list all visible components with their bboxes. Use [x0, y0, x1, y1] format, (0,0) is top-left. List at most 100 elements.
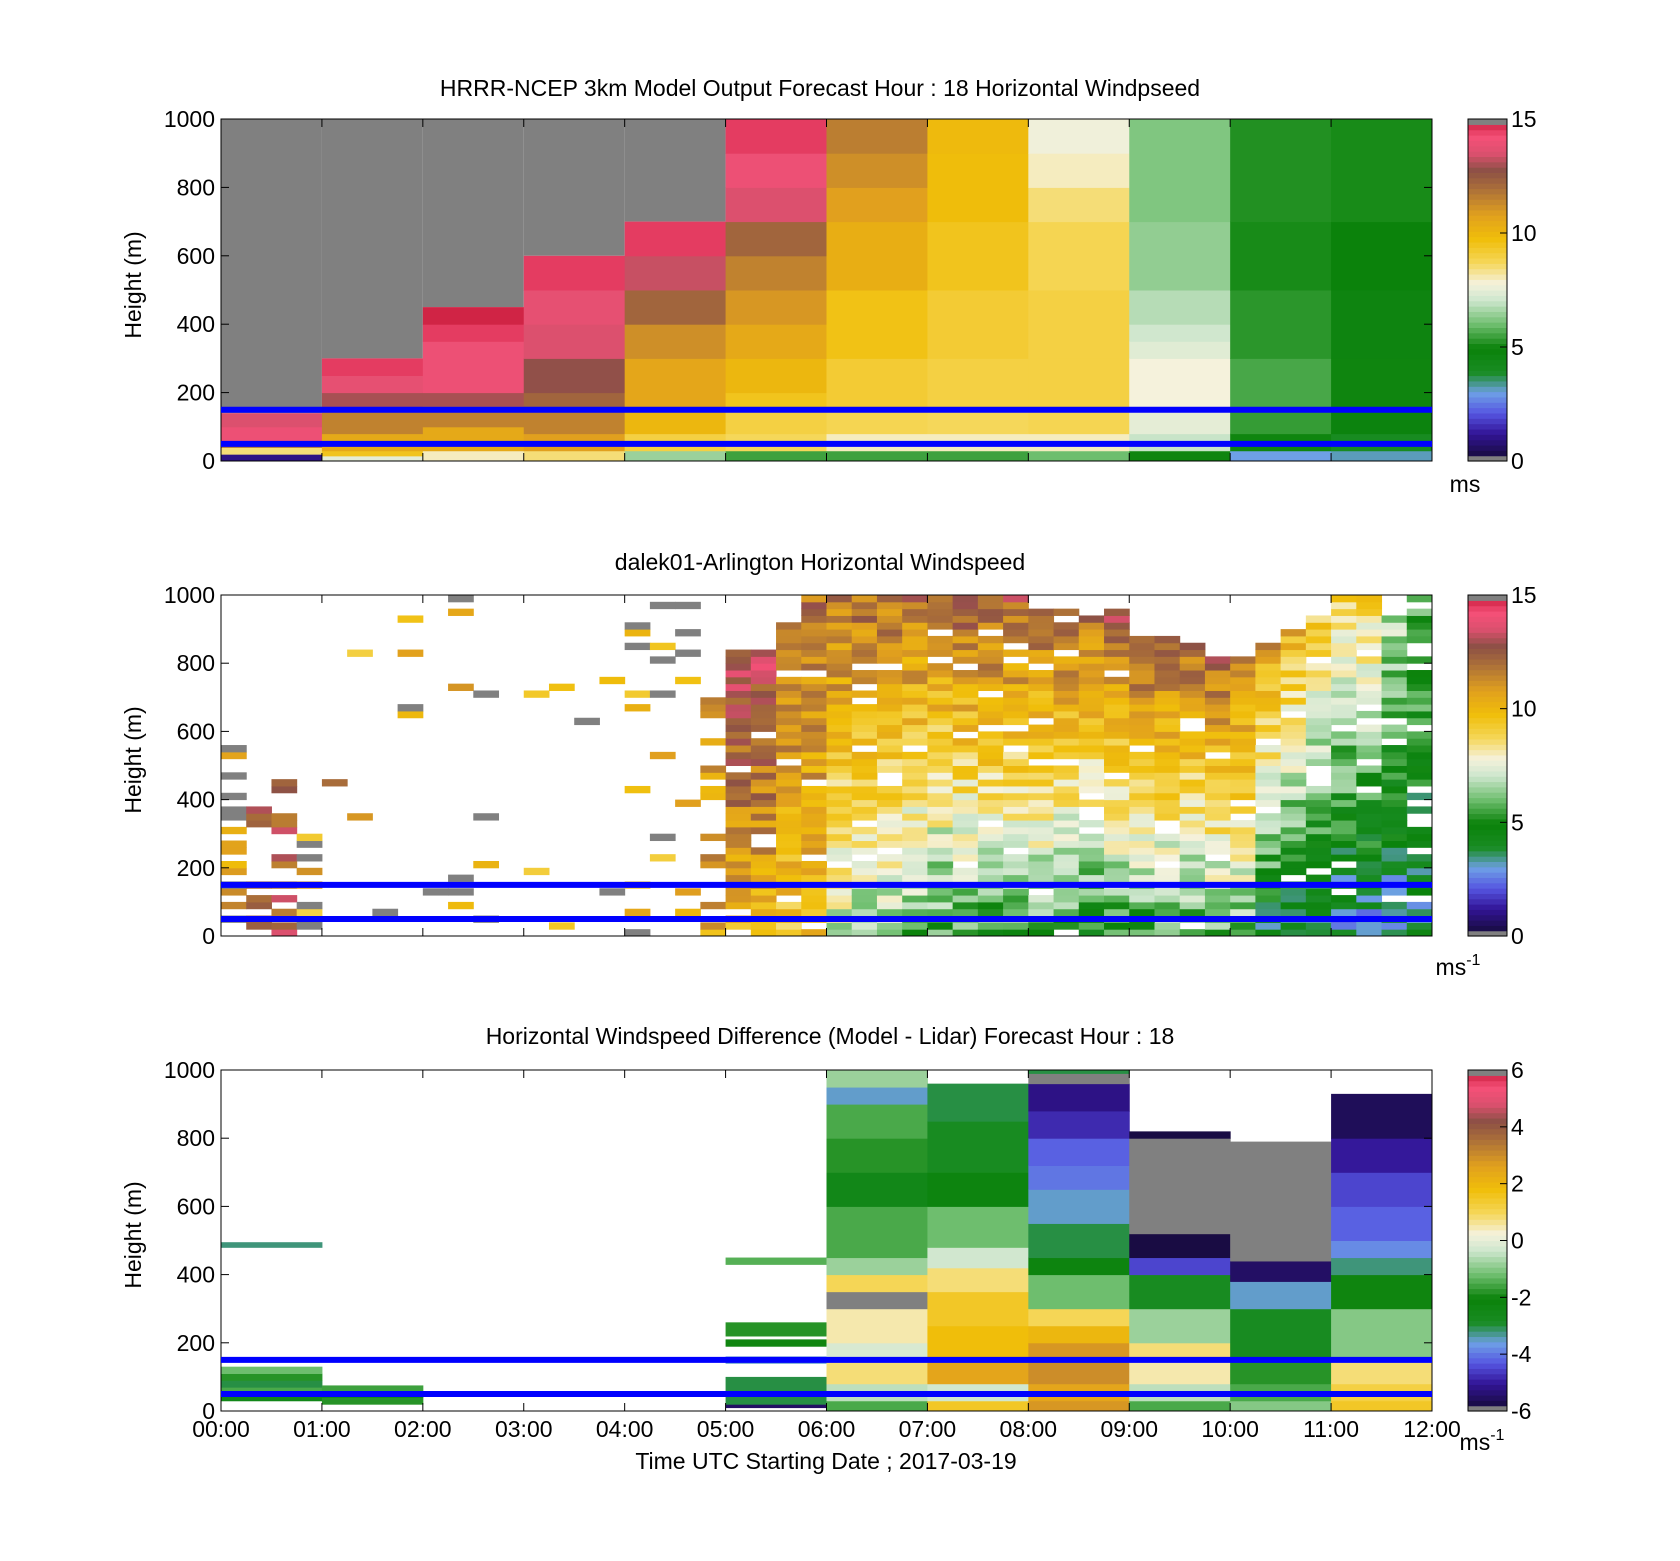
heatmap-cell	[1028, 820, 1055, 828]
heatmap-cell	[927, 826, 954, 835]
heatmap-cell	[700, 697, 727, 705]
heatmap-cell	[1305, 676, 1332, 685]
heatmap-cell	[1104, 867, 1130, 876]
heatmap-cell	[952, 820, 979, 828]
heatmap-cell	[902, 758, 928, 766]
heatmap-cell	[776, 785, 802, 794]
heatmap-cell	[801, 765, 827, 773]
heatmap-cell	[851, 826, 878, 835]
heatmap-cell	[927, 772, 954, 780]
heatmap-cell	[1028, 409, 1130, 435]
heatmap-cell	[801, 792, 827, 801]
heatmap-cell	[1003, 601, 1029, 610]
heatmap-cell	[1129, 1257, 1231, 1276]
heatmap-cell	[876, 840, 903, 848]
colorbar-segment	[1468, 648, 1507, 655]
heatmap-cell	[750, 704, 777, 712]
heatmap-cell	[1154, 813, 1181, 821]
x-tick-label: 01:00	[293, 1416, 351, 1442]
heatmap-cell	[851, 629, 878, 637]
y-tick-label: 800	[177, 174, 215, 200]
colorbar-segment	[1468, 1368, 1507, 1375]
heatmap-cell	[1280, 847, 1307, 855]
heatmap-cell	[1104, 779, 1130, 787]
heatmap-cell	[826, 1172, 928, 1207]
heatmap-cell	[1331, 840, 1357, 848]
heatmap-cell	[952, 826, 979, 835]
heatmap-cell	[1356, 874, 1383, 882]
heatmap-cell	[1053, 656, 1080, 664]
heatmap-cell	[851, 608, 878, 616]
heatmap-cell	[1179, 765, 1206, 773]
heatmap-cell	[927, 450, 1029, 462]
heatmap-cell	[851, 792, 878, 801]
heatmap-cell	[1305, 710, 1332, 719]
heatmap-cell	[700, 901, 727, 910]
colorbar-segment	[1468, 1181, 1507, 1188]
heatmap-cell	[1104, 704, 1130, 712]
heatmap-cell	[1078, 751, 1105, 760]
heatmap-cell	[1104, 765, 1130, 773]
heatmap-cell	[776, 826, 802, 835]
heatmap-cell	[1129, 847, 1155, 855]
heatmap-cell	[927, 697, 954, 705]
heatmap-cell	[296, 840, 323, 848]
heatmap-cell	[221, 860, 247, 869]
heatmap-cell	[1356, 656, 1383, 664]
heatmap-cell	[1204, 670, 1231, 678]
heatmap-cell	[1053, 683, 1080, 691]
colorbar-segment	[1468, 1347, 1507, 1353]
heatmap-cell	[649, 642, 676, 651]
heatmap-cell	[725, 820, 752, 828]
heatmap-cell	[1154, 806, 1181, 814]
colorbar-segment	[1468, 1208, 1507, 1215]
heatmap-cell	[977, 615, 1004, 623]
heatmap-cell	[927, 820, 954, 828]
y-tick-label: 0	[202, 1398, 215, 1424]
heatmap-cell	[902, 854, 928, 862]
heatmap-cell	[1053, 826, 1080, 835]
heatmap-cell	[851, 595, 878, 603]
heatmap-cell	[1028, 153, 1130, 188]
heatmap-cell	[1179, 820, 1206, 828]
heatmap-cell	[1179, 642, 1206, 651]
heatmap-cell	[851, 642, 878, 651]
heatmap-cell	[1104, 697, 1130, 705]
heatmap-cell	[1129, 806, 1155, 814]
colorbar-segment	[1468, 172, 1507, 179]
heatmap-cell	[851, 704, 878, 712]
no-data-cell	[321, 119, 423, 359]
heatmap-cell	[1406, 833, 1433, 842]
colorbar-segment	[1468, 338, 1507, 345]
heatmap-cell	[574, 717, 600, 726]
heatmap-cell	[725, 901, 752, 910]
heatmap-cell	[927, 670, 954, 678]
heatmap-cell	[927, 1291, 1029, 1327]
heatmap-cell	[1280, 867, 1307, 876]
heatmap-cell	[902, 629, 928, 637]
heatmap-cell	[1078, 785, 1105, 794]
heatmap-cell	[1078, 670, 1105, 678]
colorbar-segment	[1468, 728, 1507, 735]
heatmap-cell	[801, 724, 827, 732]
heatmap-cell	[725, 860, 752, 869]
heatmap-cell	[1179, 758, 1206, 766]
heatmap-cell	[826, 601, 853, 610]
heatmap-cell	[1230, 738, 1256, 746]
heatmap-cell	[826, 595, 853, 603]
heatmap-cell	[1255, 649, 1282, 657]
heatmap-cell	[750, 908, 777, 917]
heatmap-cell	[725, 392, 827, 411]
heatmap-cell	[1129, 324, 1231, 342]
heatmap-cell	[1028, 1223, 1130, 1259]
heatmap-cell	[1305, 922, 1332, 930]
heatmap-cell	[1381, 833, 1408, 842]
heatmap-cell	[725, 745, 752, 753]
heatmap-cell	[977, 649, 1004, 657]
heatmap-cell	[1028, 806, 1055, 814]
heatmap-cell	[750, 649, 777, 657]
heatmap-cell	[624, 908, 651, 917]
heatmap-cell	[977, 840, 1004, 848]
heatmap-cell	[1204, 758, 1231, 766]
heatmap-cell	[1179, 867, 1206, 876]
